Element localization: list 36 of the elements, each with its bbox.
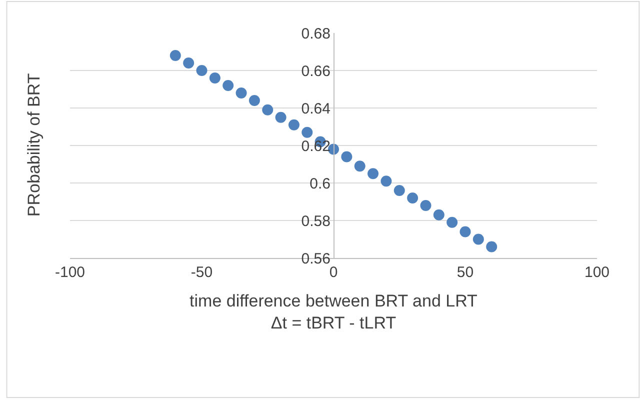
point [407, 192, 418, 204]
point [209, 72, 220, 84]
y-tick-label: 0.64 [301, 100, 330, 118]
point [196, 65, 208, 76]
point [368, 168, 379, 180]
x-tick-label: 50 [456, 264, 474, 281]
point [183, 58, 194, 68]
point [446, 216, 458, 228]
point [222, 80, 234, 91]
point [236, 88, 247, 98]
x-tick-label: -50 [190, 264, 213, 281]
y-tick-label: 0.58 [301, 212, 330, 230]
x-tick-label: 0 [329, 264, 338, 281]
point [380, 176, 392, 187]
point [472, 234, 484, 245]
x-axis-title: time difference between BRT and LRT Δt = tBRT - tLRT [190, 291, 478, 332]
point [170, 50, 181, 61]
point [302, 126, 313, 138]
point [460, 226, 471, 238]
point [433, 209, 444, 220]
point [394, 185, 405, 196]
point [341, 151, 352, 162]
point [486, 241, 498, 252]
point [288, 119, 300, 130]
point [275, 112, 286, 123]
point [248, 95, 260, 106]
y-tick-label: 0.68 [301, 25, 330, 42]
point [420, 200, 432, 211]
y-axis-title: PRobability of BRT [24, 73, 44, 217]
y-tick-label: 0.66 [301, 62, 330, 80]
x-tick-label: -100 [54, 264, 86, 281]
y-tick-label: 0.6 [310, 175, 330, 192]
x-tick-label: 100 [584, 264, 610, 281]
y-tick-label: 0.56 [301, 250, 330, 268]
point [354, 160, 366, 172]
point [262, 104, 274, 116]
